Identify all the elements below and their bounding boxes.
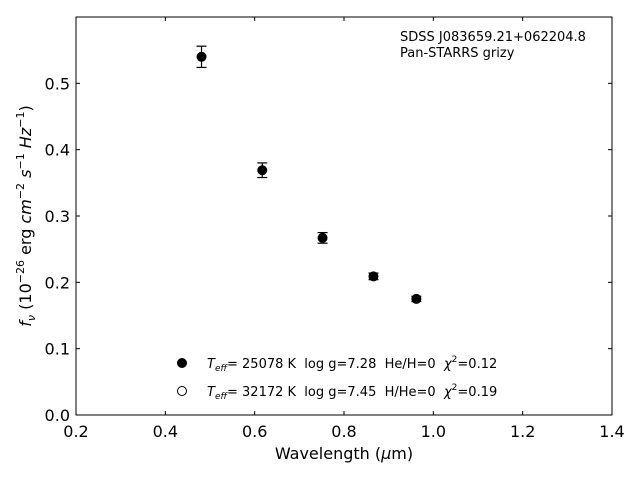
y-tick-label: 0.3 — [45, 207, 70, 226]
legend-marker-open — [177, 386, 187, 396]
data-point — [196, 51, 207, 62]
legend: Teff= 25078 K log g=7.28 He/H=0 χ2=0.12 … — [177, 355, 497, 402]
x-tick-label: 1.2 — [510, 422, 535, 441]
y-tick-label: 0.2 — [45, 273, 70, 292]
plot-area — [75, 16, 613, 416]
legend-marker-filled — [177, 358, 187, 368]
x-tick-label: 0.6 — [242, 422, 267, 441]
data-point — [317, 232, 328, 243]
x-axis-ticks: 0.2 0.4 0.6 0.8 1.0 1.2 1.4 — [63, 17, 625, 441]
x-tick-label: 0.8 — [331, 422, 356, 441]
y-tick-label: 0.5 — [45, 74, 70, 93]
x-axis-label: Wavelength (μm) — [275, 444, 413, 463]
y-tick-label: 0.4 — [45, 141, 70, 160]
data-points — [196, 45, 422, 304]
data-point — [368, 271, 379, 282]
y-axis-label: fν (10−26 erg cm−2 s−1 Hz−1) — [14, 105, 38, 326]
x-tick-label: 0.4 — [153, 422, 178, 441]
data-point — [411, 293, 422, 304]
x-tick-label: 1.4 — [599, 422, 624, 441]
y-axis-ticks: 0.0 0.1 0.2 0.3 0.4 0.5 — [45, 74, 612, 425]
legend-entry-open: Teff= 32172 K log g=7.45 H/He=0 χ2=0.19 — [207, 383, 497, 402]
annotation-survey-name: Pan-STARRS grizy — [400, 46, 515, 61]
x-tick-label: 1.0 — [421, 422, 446, 441]
y-tick-label: 0.0 — [45, 406, 70, 425]
data-point — [257, 165, 268, 176]
y-tick-label: 0.1 — [45, 340, 70, 359]
legend-entry-filled: Teff= 25078 K log g=7.28 He/H=0 χ2=0.12 — [207, 355, 497, 374]
annotation-object-name: SDSS J083659.21+062204.8 — [400, 30, 586, 45]
x-tick-label: 0.2 — [63, 422, 88, 441]
